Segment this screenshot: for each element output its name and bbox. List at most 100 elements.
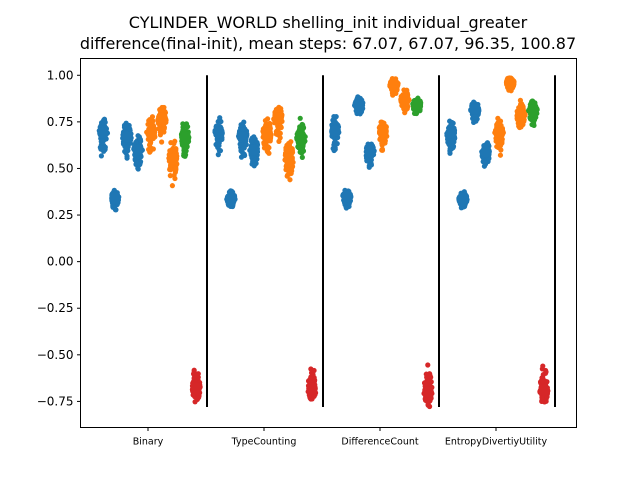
point <box>482 160 488 166</box>
strip-blue <box>351 94 366 117</box>
point <box>98 153 104 159</box>
point <box>241 145 247 151</box>
strip-blue <box>224 188 238 210</box>
point <box>240 127 246 133</box>
point <box>332 119 338 126</box>
strip-blue <box>456 189 470 211</box>
mean-marker <box>493 127 505 139</box>
point <box>520 119 526 125</box>
point <box>172 166 179 172</box>
mean-marker <box>445 127 457 139</box>
point <box>159 108 165 114</box>
point <box>539 394 545 401</box>
point <box>149 114 156 120</box>
strip-green <box>294 115 308 160</box>
point <box>379 140 385 146</box>
point <box>159 139 165 145</box>
point <box>171 172 177 179</box>
point <box>277 130 283 136</box>
mean-marker <box>364 145 376 158</box>
point <box>343 204 349 210</box>
point <box>241 152 248 159</box>
strip-green <box>410 95 424 117</box>
point <box>193 373 200 379</box>
mean-marker <box>225 192 237 205</box>
point <box>517 97 524 103</box>
mean-marker <box>377 125 389 137</box>
strip-orange <box>503 75 517 94</box>
point <box>379 147 386 153</box>
point <box>218 118 224 125</box>
mean-marker <box>422 386 434 398</box>
strip-red <box>305 366 319 402</box>
point <box>267 138 273 144</box>
strip-orange <box>514 97 528 131</box>
strip-green <box>526 98 540 129</box>
point <box>171 146 177 152</box>
y-tick-label: 0.50 <box>47 161 74 175</box>
point <box>185 124 191 130</box>
mean-marker <box>295 130 307 143</box>
strip-orange <box>387 76 401 98</box>
point <box>449 120 455 127</box>
strip-orange <box>155 104 169 145</box>
mean-marker <box>272 112 284 124</box>
mean-marker <box>329 125 341 137</box>
mean-marker <box>156 112 168 124</box>
point <box>172 138 178 144</box>
strip-red <box>421 362 435 410</box>
mean-marker <box>237 130 249 143</box>
strip-green <box>178 121 192 159</box>
point <box>181 151 187 157</box>
point <box>332 144 338 151</box>
point <box>167 148 173 154</box>
point <box>215 141 221 148</box>
mean-marker <box>527 104 539 117</box>
mean-marker <box>538 384 550 397</box>
mean-marker <box>261 127 273 139</box>
mean-marker <box>190 382 202 395</box>
plot-frame <box>80 58 577 428</box>
point <box>540 374 546 380</box>
point <box>532 100 538 106</box>
strip-red <box>189 367 203 405</box>
strip-orange <box>260 116 274 156</box>
point <box>123 145 130 151</box>
point <box>288 145 294 151</box>
point <box>101 148 107 154</box>
strip-blue <box>363 141 377 170</box>
strip-orange <box>492 115 506 158</box>
mean-marker <box>213 127 225 139</box>
point <box>426 377 432 384</box>
point <box>355 95 361 101</box>
mean-marker <box>179 130 191 143</box>
point <box>300 147 306 153</box>
point <box>146 146 152 153</box>
point <box>311 367 317 374</box>
mean-marker <box>399 93 411 106</box>
mean-marker <box>167 153 179 165</box>
point <box>425 362 431 368</box>
point <box>284 172 291 178</box>
point <box>287 177 293 183</box>
mean-marker <box>341 190 353 203</box>
point <box>248 138 255 144</box>
x-tick-label: DifferenceCount <box>341 437 418 448</box>
mean-marker <box>145 127 157 139</box>
point <box>333 114 339 120</box>
point <box>150 146 156 152</box>
point <box>102 119 108 125</box>
point <box>346 200 352 207</box>
point <box>527 115 533 121</box>
mean-marker <box>132 144 144 156</box>
point <box>276 138 282 144</box>
y-tick-label: 1.00 <box>47 68 74 82</box>
point <box>495 115 501 121</box>
point <box>215 152 221 158</box>
point <box>495 120 501 126</box>
point <box>169 183 176 189</box>
strip-blue <box>247 134 261 169</box>
strip-orange <box>398 87 412 116</box>
strip-blue <box>479 140 492 169</box>
